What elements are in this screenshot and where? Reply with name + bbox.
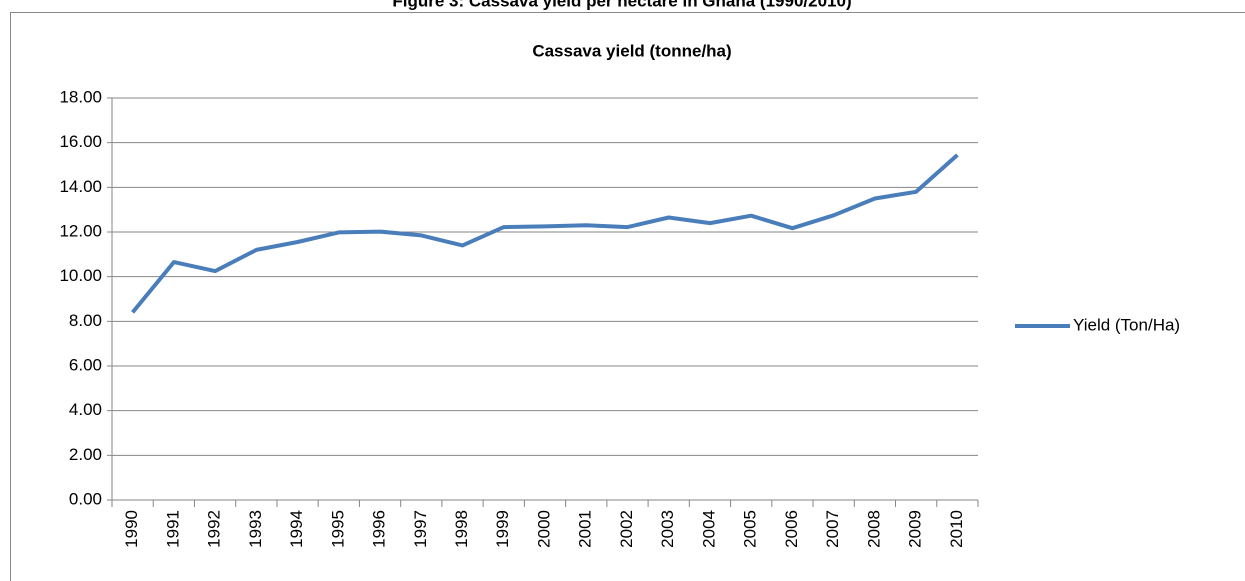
y-tick-label: 12.00 (59, 221, 102, 240)
x-tick-label: 2010 (947, 510, 966, 548)
y-tick-label: 18.00 (59, 87, 102, 106)
x-tick-label: 2002 (617, 510, 636, 548)
chart-title: Cassava yield (tonne/ha) (532, 41, 731, 60)
x-tick-label: 2006 (782, 510, 801, 548)
y-tick-label: 8.00 (69, 311, 102, 330)
y-tick-label: 10.00 (59, 266, 102, 285)
figure-title: Figure 3: Cassava yield per hectare in G… (392, 0, 851, 10)
x-tick-label: 2007 (823, 510, 842, 548)
y-tick-label: 2.00 (69, 445, 102, 464)
y-tick-label: 16.00 (59, 132, 102, 151)
x-tick-label: 1995 (328, 510, 347, 548)
x-tick-label: 2009 (906, 510, 925, 548)
x-tick-label: 1991 (163, 510, 182, 548)
x-tick-label: 2008 (864, 510, 883, 548)
y-tick-label: 14.00 (59, 177, 102, 196)
x-tick-label: 2005 (741, 510, 760, 548)
x-tick-label: 2003 (658, 510, 677, 548)
y-tick-label: 0.00 (69, 489, 102, 508)
x-tick-label: 1996 (370, 510, 389, 548)
x-tick-label: 1999 (493, 510, 512, 548)
x-tick-label: 1994 (287, 510, 306, 548)
y-tick-label: 4.00 (69, 400, 102, 419)
x-tick-label: 2001 (576, 510, 595, 548)
x-tick-label: 1990 (122, 510, 141, 548)
legend-label: Yield (Ton/Ha) (1073, 315, 1180, 334)
x-tick-label: 1998 (452, 510, 471, 548)
x-tick-label: 1993 (246, 510, 265, 548)
x-tick-label: 1997 (411, 510, 430, 548)
x-tick-label: 1992 (205, 510, 224, 548)
chart-border (10, 12, 1245, 581)
data-line (131, 153, 959, 314)
x-tick-label: 2000 (534, 510, 553, 548)
y-tick-label: 6.00 (69, 355, 102, 374)
x-tick-label: 2004 (699, 510, 718, 548)
